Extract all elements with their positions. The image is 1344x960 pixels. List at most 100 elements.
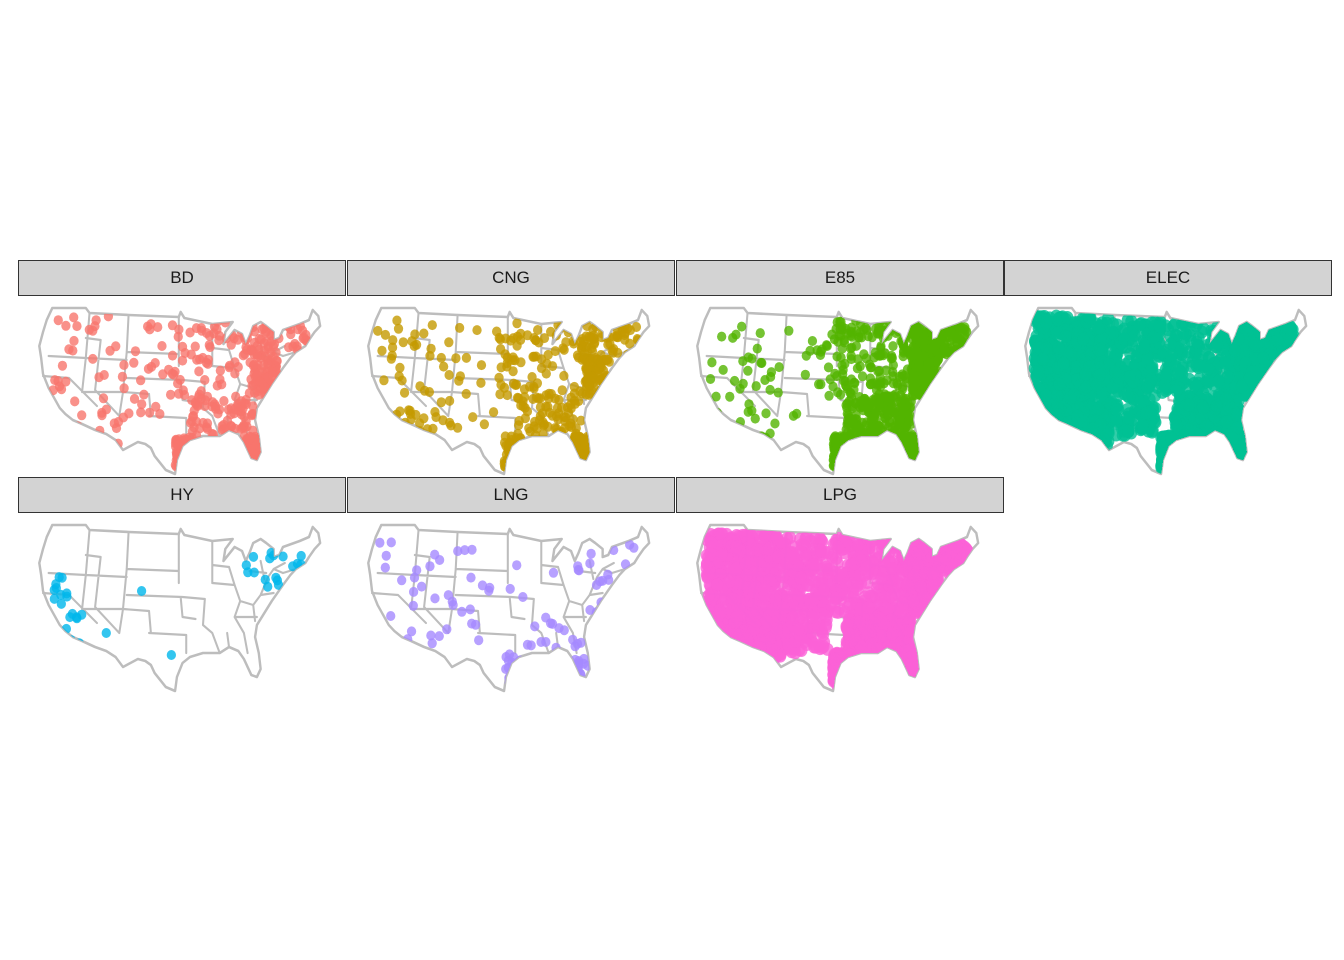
station-point [851,340,861,351]
station-point [1167,459,1180,473]
station-point [1170,384,1183,398]
station-point [961,349,972,359]
station-point [861,353,871,364]
station-point [187,462,197,473]
station-point [1059,430,1072,444]
station-point [408,600,418,611]
station-point [827,329,837,340]
station-point [1079,367,1092,381]
station-point [1054,428,1067,442]
station-point [129,393,140,404]
station-point [444,337,454,348]
station-point [559,344,569,355]
station-point [1165,348,1178,362]
station-point [865,379,876,390]
station-point [157,341,167,351]
station-point [99,370,109,380]
station-point [522,406,533,417]
station-point [387,342,398,353]
station-point [165,389,176,400]
station-point [836,352,846,363]
station-point [158,369,168,380]
station-point [961,326,972,337]
station-point [1060,439,1073,452]
station-point [1167,454,1180,468]
us-map-cng [367,306,651,476]
station-point [837,459,847,470]
station-point [898,338,908,349]
station-point [1173,448,1186,462]
station-point [1065,433,1078,446]
station-point [438,361,449,372]
station-point [185,451,196,462]
station-point [837,457,847,468]
station-point [261,326,271,337]
station-point [1057,429,1070,443]
station-point [247,345,257,356]
station-point [1060,425,1074,439]
station-point [843,448,854,459]
station-point [843,447,853,458]
station-point [427,320,437,331]
station-point [1080,439,1093,453]
station-point [515,335,526,345]
station-point [1037,352,1050,366]
station-point [1090,378,1103,392]
station-point [146,361,157,372]
station-point [841,460,851,471]
station-point [917,336,928,347]
station-point [65,612,75,623]
station-point [508,677,518,688]
station-point [939,344,949,355]
station-point [485,582,495,593]
station-point [466,572,476,583]
station-point [130,346,141,357]
station-point [865,399,876,410]
station-point [397,426,407,437]
station-point [1162,459,1175,473]
station-point [1256,387,1269,400]
station-point [208,429,219,440]
station-point [1170,451,1183,465]
station-point [734,434,744,444]
station-point [513,445,523,456]
station-point [173,378,183,389]
station-point [513,420,524,431]
station-point [876,341,886,352]
station-point [181,460,191,471]
station-point [1164,455,1177,469]
station-points [700,527,974,691]
station-point [1170,445,1183,458]
station-point [907,434,917,445]
station-point [522,330,533,341]
station-point [845,416,855,427]
station-point [845,459,855,469]
station-point [180,348,190,358]
facet-panel-cng: CNG [347,260,675,476]
station-point [1257,381,1271,395]
station-point [407,652,418,663]
station-point [846,443,856,454]
station-point [846,444,857,455]
station-point [1068,437,1081,451]
station-point [1171,455,1184,468]
station-point [252,351,263,362]
station-point [56,384,67,395]
station-point [194,366,204,377]
station-point [917,352,927,362]
station-point [472,325,482,336]
station-point [1110,414,1123,428]
station-point [1054,430,1067,444]
station-point [304,350,314,361]
station-point [1228,344,1242,358]
station-point [71,612,82,623]
station-point [1141,381,1154,395]
station-point [1232,393,1245,407]
station-point [1166,456,1179,470]
station-point [101,628,111,638]
station-point [1102,311,1115,325]
station-point [910,331,920,342]
station-point [87,431,97,442]
station-point [274,384,284,395]
station-point [752,343,762,354]
